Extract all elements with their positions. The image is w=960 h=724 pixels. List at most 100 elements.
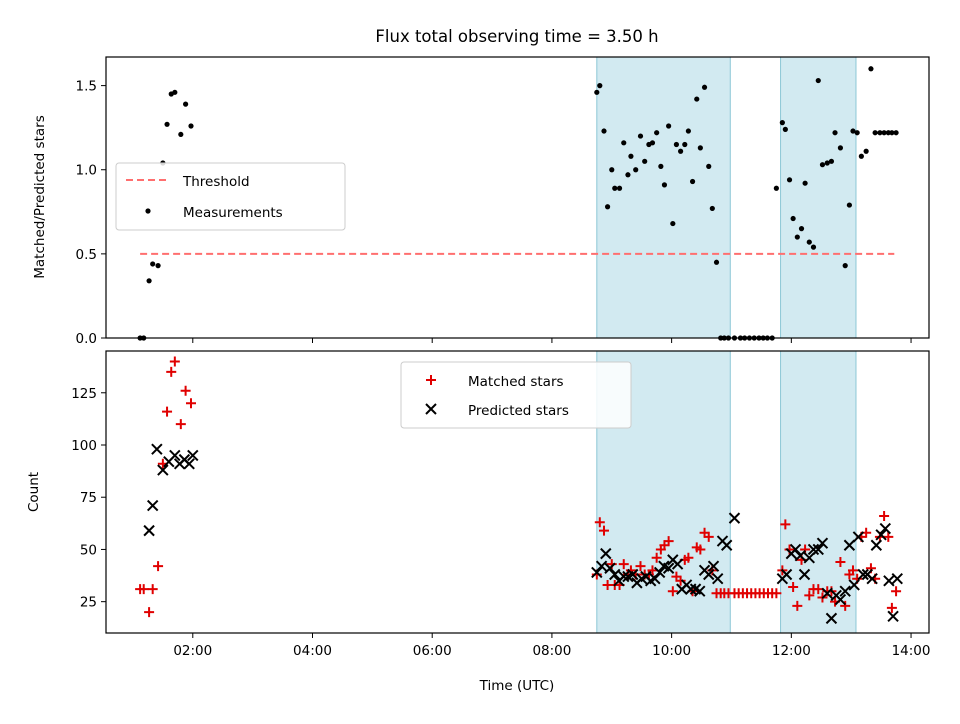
- measurement-point: [810, 244, 817, 250]
- matched-star-point: [683, 552, 694, 563]
- measurement-point: [164, 121, 170, 127]
- measurement-point: [628, 153, 634, 159]
- measurement-point: [594, 89, 600, 95]
- legend-threshold-label: Threshold: [182, 174, 250, 190]
- matched-star-point: [162, 406, 173, 417]
- matched-star-point: [618, 559, 629, 570]
- matched-star-point: [185, 398, 196, 409]
- measurement-point: [654, 130, 660, 136]
- matched-star-point: [144, 607, 155, 618]
- matched-star-point: [647, 565, 658, 576]
- measurement-point: [661, 182, 668, 188]
- legend-matched-swatch: [426, 375, 436, 385]
- x-tick-label: 10:00: [652, 643, 691, 659]
- measurement-point: [798, 226, 805, 232]
- predicted-star-point: [591, 566, 603, 579]
- shaded-span: [780, 56, 857, 339]
- predicted-star-point: [848, 579, 860, 591]
- measurement-point: [616, 185, 623, 191]
- matched-star-point: [886, 602, 897, 613]
- x-tick-label: 02:00: [173, 643, 212, 659]
- predicted-star-point: [685, 583, 697, 595]
- predicted-star-point: [812, 543, 824, 556]
- measurement-point: [685, 128, 691, 134]
- y-tick-label: 0.0: [76, 331, 97, 347]
- predicted-star-point: [600, 547, 612, 560]
- measurement-point: [701, 84, 708, 90]
- measurement-point: [713, 259, 720, 265]
- predicted-star-point: [712, 572, 724, 585]
- measurement-point: [842, 263, 848, 269]
- measurement-point: [709, 205, 715, 212]
- predicted-star-point: [816, 537, 829, 549]
- measurement-point: [815, 77, 821, 84]
- predicted-star-point: [671, 558, 684, 570]
- measurement-point: [802, 180, 808, 186]
- measurement-point: [682, 141, 688, 148]
- predicted-star-point: [891, 572, 903, 585]
- matched-star-point: [891, 586, 902, 597]
- predicted-star-point: [662, 562, 675, 574]
- predicted-star-point: [843, 539, 856, 551]
- predicted-star-point: [618, 570, 630, 583]
- legend-measurement-label: Measurements: [183, 205, 283, 221]
- predicted-star-point: [183, 458, 195, 470]
- measurement-point: [697, 145, 703, 151]
- measurement-point: [828, 158, 835, 164]
- y-tick-label: 125: [71, 386, 97, 402]
- measurement-point: [637, 133, 644, 139]
- predicted-star-point: [157, 464, 169, 476]
- predicted-star-point: [653, 566, 666, 579]
- matched-star-point: [695, 544, 706, 555]
- predicted-star-point: [728, 512, 741, 524]
- y-tick-label: 1.0: [76, 163, 97, 179]
- measurement-point: [706, 163, 712, 169]
- predicted-star-point: [627, 568, 639, 581]
- x-tick-label: 12:00: [772, 643, 811, 659]
- predicted-star-point: [883, 575, 895, 587]
- predicted-star-point: [875, 529, 887, 541]
- matched-star-point: [166, 366, 177, 377]
- measurement-point: [694, 96, 700, 102]
- predicted-star-point: [798, 568, 811, 581]
- measurement-point: [854, 130, 860, 136]
- measurement-point: [150, 261, 156, 267]
- axes-frame: [105, 56, 930, 339]
- measurement-point: [832, 130, 838, 136]
- matched-star-point: [147, 584, 158, 595]
- measurement-point: [658, 163, 664, 169]
- measurement-point: [850, 128, 856, 134]
- matched-star-point: [813, 584, 824, 595]
- y-tick-label: 25: [80, 595, 97, 611]
- matched-star-point: [788, 582, 799, 593]
- legend-bottom: Matched stars Predicted stars: [400, 361, 632, 429]
- predicted-star-point: [879, 522, 892, 535]
- predicted-star-point: [870, 539, 883, 551]
- x-tick-label: 08:00: [532, 643, 571, 659]
- x-tick-label: 04:00: [293, 643, 332, 659]
- chart-title: Flux total observing time = 3.50 h: [375, 27, 658, 46]
- legend-predicted-swatch: [425, 403, 437, 415]
- predicted-star-point: [803, 552, 815, 564]
- matched-star-point: [175, 419, 186, 430]
- predicted-star-point: [609, 568, 621, 581]
- matched-star-point: [169, 356, 180, 367]
- matched-star-point: [138, 584, 149, 595]
- predicted-star-point: [703, 568, 715, 581]
- matched-star-point: [804, 590, 815, 601]
- predicted-star-point: [187, 449, 199, 462]
- predicted-star-point: [143, 524, 155, 537]
- predicted-star-point: [825, 612, 838, 625]
- measurement-point: [678, 148, 684, 154]
- predicted-star-point: [807, 543, 820, 556]
- y-tick-label: 1.5: [76, 79, 97, 95]
- shaded-span: [596, 56, 731, 339]
- measurement-point: [863, 148, 869, 154]
- measurement-point: [621, 140, 627, 146]
- measurement-point: [794, 234, 800, 240]
- matched-star-point: [771, 588, 782, 599]
- matched-star-point: [835, 556, 846, 567]
- bottom-panel: 25 50 75 100 125 02:00 04:00 06:00 08:00 10:00 12:…: [71, 350, 930, 659]
- bottom-xlabel: Time (UTC): [479, 678, 555, 694]
